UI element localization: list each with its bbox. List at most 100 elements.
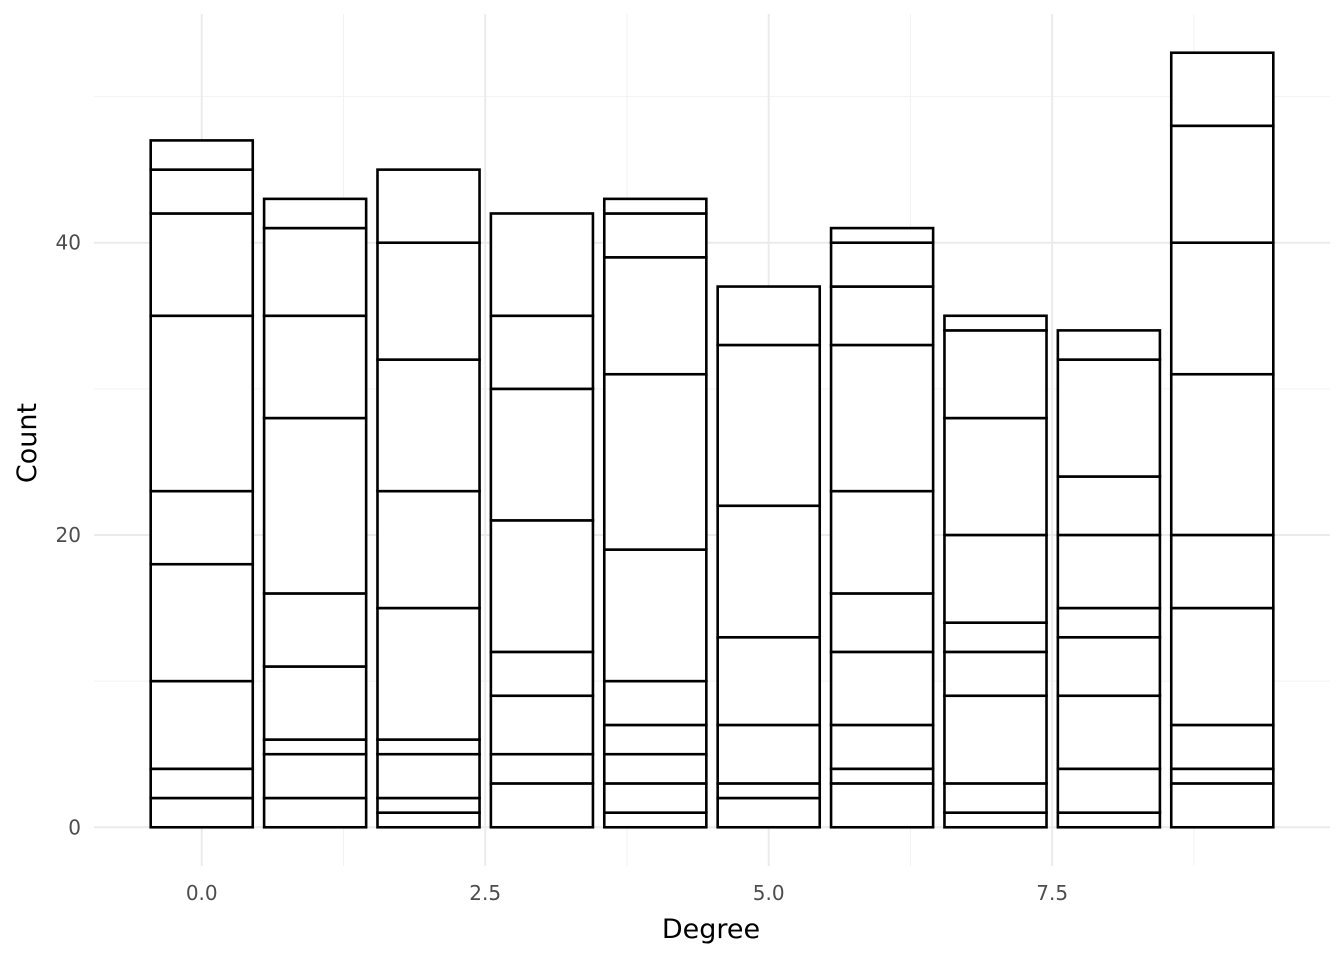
bar-segment bbox=[829, 767, 935, 785]
bar-segment bbox=[1056, 811, 1162, 829]
bar-segment bbox=[1056, 475, 1162, 537]
bar-segment bbox=[1056, 606, 1162, 639]
bar-segment bbox=[829, 782, 935, 829]
bar-segment bbox=[602, 811, 708, 829]
bar-segment bbox=[1169, 767, 1275, 785]
bar-segment bbox=[829, 489, 935, 595]
y-tick-label: 40 bbox=[56, 231, 81, 255]
bar-segment bbox=[149, 139, 255, 171]
bar-1 bbox=[262, 197, 368, 829]
bar-segment bbox=[829, 226, 935, 245]
bar-segment bbox=[376, 811, 481, 829]
bar-segment bbox=[829, 723, 935, 771]
bar-segment bbox=[943, 314, 1048, 332]
bar-segment bbox=[1169, 241, 1275, 376]
x-tick-label: 2.5 bbox=[469, 881, 501, 905]
bar-segment bbox=[376, 168, 481, 245]
x-axis-title: Degree bbox=[662, 914, 760, 945]
bar-segment bbox=[149, 314, 255, 493]
bar-2 bbox=[376, 168, 481, 829]
bar-segment bbox=[489, 782, 595, 829]
bar-segment bbox=[716, 343, 822, 508]
bar-segment bbox=[149, 767, 255, 800]
bar-segment bbox=[716, 723, 822, 785]
bar-segment bbox=[149, 562, 255, 683]
bar-segment bbox=[489, 752, 595, 785]
bar-segment bbox=[602, 782, 708, 814]
bar-segment bbox=[602, 548, 708, 683]
bar-segment bbox=[489, 387, 595, 522]
bar-segment bbox=[943, 329, 1048, 420]
bar-segment bbox=[262, 738, 368, 756]
bar-segment bbox=[602, 372, 708, 551]
bar-segment bbox=[149, 679, 255, 771]
bar-segment bbox=[829, 343, 935, 493]
bar-segment bbox=[602, 256, 708, 376]
bar-segment bbox=[262, 226, 368, 318]
bar-segment bbox=[1169, 606, 1275, 727]
bar-segment bbox=[943, 650, 1048, 698]
bar-segment bbox=[1169, 782, 1275, 829]
bar-segment bbox=[489, 519, 595, 654]
bar-segment bbox=[943, 416, 1048, 537]
bar-segment bbox=[376, 489, 481, 610]
bar-segment bbox=[262, 197, 368, 230]
bar-segment bbox=[716, 285, 822, 347]
bar-segment bbox=[489, 314, 595, 391]
bar-segment bbox=[716, 635, 822, 727]
bar-segment bbox=[1169, 124, 1275, 245]
x-tick-label: 5.0 bbox=[753, 881, 785, 905]
bar-segment bbox=[716, 504, 822, 639]
bar-segment bbox=[943, 782, 1048, 814]
x-axis-ticks: 0.0 2.5 5.0 7.5 bbox=[186, 881, 1068, 905]
bar-segment bbox=[829, 650, 935, 727]
bar-segment bbox=[716, 796, 822, 829]
bar-segment bbox=[262, 592, 368, 668]
bar-segment bbox=[149, 212, 255, 318]
bar-segment bbox=[376, 752, 481, 800]
bar-segment bbox=[602, 752, 708, 785]
bar-segment bbox=[1169, 372, 1275, 537]
y-axis-title: Count bbox=[12, 403, 43, 483]
bar-segment bbox=[943, 533, 1048, 624]
bar-segment bbox=[829, 285, 935, 347]
bar-segment bbox=[602, 197, 708, 215]
bar-segment bbox=[1056, 694, 1162, 771]
y-axis-ticks: 0 20 40 bbox=[56, 231, 81, 840]
bar-segment bbox=[716, 782, 822, 800]
x-tick-label: 0.0 bbox=[186, 881, 218, 905]
bars bbox=[149, 51, 1275, 829]
bar-segment bbox=[943, 811, 1048, 829]
bar-segment bbox=[262, 752, 368, 800]
bar-segment bbox=[262, 416, 368, 595]
y-tick-label: 0 bbox=[68, 815, 81, 839]
y-tick-label: 20 bbox=[56, 523, 81, 547]
bar-segment bbox=[1169, 723, 1275, 771]
bar-segment bbox=[829, 241, 935, 288]
bar-segment bbox=[149, 796, 255, 829]
bar-segment bbox=[489, 694, 595, 756]
bar-segment bbox=[943, 694, 1048, 785]
bar-segment bbox=[376, 358, 481, 493]
bar-segment bbox=[1056, 329, 1162, 361]
bar-0 bbox=[149, 139, 255, 829]
bar-3 bbox=[489, 212, 595, 829]
bar-segment bbox=[376, 241, 481, 361]
bar-segment bbox=[943, 621, 1048, 654]
bar-segment bbox=[1056, 358, 1162, 478]
bar-segment bbox=[602, 212, 708, 259]
bar-segment bbox=[149, 489, 255, 566]
bar-segment bbox=[262, 796, 368, 829]
bar-4 bbox=[602, 197, 708, 829]
bar-segment bbox=[489, 212, 595, 318]
bar-5 bbox=[716, 285, 822, 829]
bar-segment bbox=[1056, 533, 1162, 610]
bar-8 bbox=[1056, 329, 1162, 829]
bar-6 bbox=[829, 226, 935, 829]
x-tick-label: 7.5 bbox=[1036, 881, 1068, 905]
bar-segment bbox=[1056, 635, 1162, 698]
bar-segment bbox=[1169, 51, 1275, 128]
bar-segment bbox=[489, 650, 595, 698]
bar-segment bbox=[262, 665, 368, 741]
